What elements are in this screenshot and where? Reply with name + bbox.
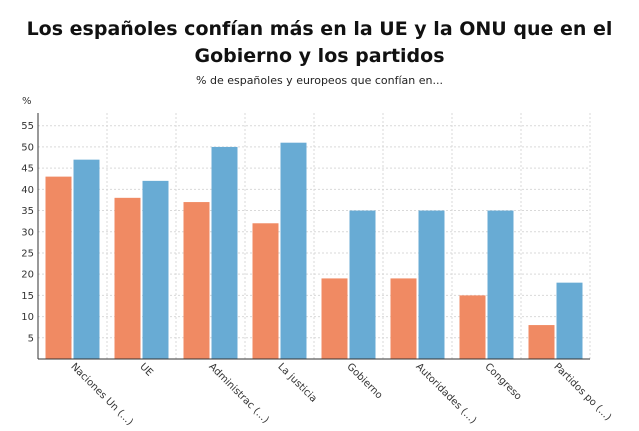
chart-subtitle: % de españoles y europeos que confían en… (196, 74, 443, 87)
bar-spain-2 (183, 202, 210, 359)
bar-spain-3 (252, 223, 279, 359)
bar-spain-6 (459, 295, 486, 359)
bar-europe-7 (556, 282, 583, 359)
y-tick-label: 25 (21, 248, 34, 259)
x-tick-label: Administrac (...) (206, 361, 270, 425)
x-tick-label: Autoridades (...) (413, 361, 478, 426)
x-tick-label: Partidos po (...) (551, 361, 613, 423)
chart-title: Los españoles confían más en la UE y la … (26, 18, 613, 67)
bar-spain-7 (528, 325, 555, 359)
y-axis-unit: % (22, 96, 32, 107)
bar-europe-5 (418, 210, 445, 359)
y-tick-label: 45 (21, 164, 34, 175)
axis-layer: 5 10 15 20 25 30 35 40 45 50 55 Naciones Un (...) UE… (21, 113, 613, 428)
bar-spain-4 (321, 278, 348, 359)
y-tick-label: 50 (21, 142, 34, 153)
y-tick-label: 35 (21, 206, 34, 217)
y-tick-label: 5 (28, 333, 34, 344)
x-tick-label: Gobierno (344, 361, 384, 401)
x-tick-label: Naciones Un (...) (68, 361, 135, 428)
bar-spain-5 (390, 278, 417, 359)
bars-layer (45, 142, 583, 359)
bar-europe-6 (487, 210, 514, 359)
x-tick-label: La justicia (275, 361, 318, 404)
bar-europe-1 (142, 180, 169, 359)
y-tick-label: 10 (21, 312, 34, 323)
y-tick-label: 40 (21, 185, 34, 196)
y-tick-label: 20 (21, 270, 34, 281)
bar-europe-2 (211, 146, 238, 359)
x-tick-label: UE (137, 361, 154, 378)
bar-europe-0 (73, 159, 100, 359)
y-tick-label: 15 (21, 291, 34, 302)
bar-europe-4 (349, 210, 376, 359)
y-tick-label: 30 (21, 227, 34, 238)
x-tick-label: Congreso (482, 361, 523, 402)
bar-spain-0 (45, 176, 72, 359)
y-tick-label: 55 (21, 121, 34, 132)
bar-europe-3 (280, 142, 307, 359)
bar-spain-1 (114, 197, 141, 359)
